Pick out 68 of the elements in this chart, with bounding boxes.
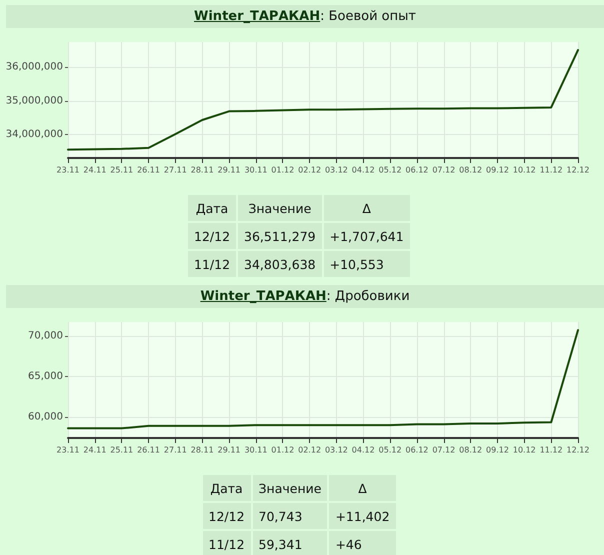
x-tick-label: 28.11 [190, 446, 214, 454]
text: Дата [202, 475, 251, 501]
text: 12/12 [202, 503, 251, 529]
x-tick-label: 02.12 [298, 446, 322, 454]
x-tick-label: 06.12 [405, 166, 428, 174]
x-tick-label: 11.12 [540, 446, 563, 454]
text: +1,707,641 [324, 223, 410, 249]
text: +10,553 [324, 251, 410, 277]
x-tick-label: 05.12 [378, 446, 402, 454]
x-tick-label: 05.12 [378, 166, 402, 174]
text: 11/12 [188, 251, 236, 277]
text: 36,511,279 [238, 223, 322, 249]
x-tick-label: 26.11 [137, 446, 160, 454]
x-tick-label: 04.12 [352, 446, 375, 454]
line-series [67, 329, 579, 430]
x-tick-label: 11.12 [540, 166, 563, 174]
x-tick-label: 03.12 [324, 446, 348, 454]
text: 70,743 [252, 503, 328, 529]
y-tick-label: 34,000,000 [6, 128, 63, 140]
x-tick-label: 25.11 [110, 446, 134, 454]
y-tick-label: 60,000 [28, 411, 63, 422]
x-tick-label: 10.12 [512, 166, 536, 174]
x-tick-label: 08.12 [459, 166, 482, 174]
text: +11,402 [329, 503, 396, 529]
x-tick-label: 30.11 [244, 446, 268, 454]
x-tick-label: 30.11 [244, 166, 268, 174]
x-tick-label: 07.12 [432, 166, 456, 174]
x-tick-label: 09.12 [486, 446, 509, 454]
x-tick-label: 28.11 [190, 166, 214, 174]
x-tick-label: 23.11 [56, 446, 80, 454]
x-tick-label: 06.12 [405, 446, 428, 454]
chart-title: Winter_ТАРАКАН: Дробовики [6, 285, 604, 308]
y-tick-label: 35,000,000 [6, 95, 63, 106]
x-tick-label: 29.11 [218, 446, 241, 454]
text: 11/12 [202, 531, 251, 555]
x-tick-label: 12.12 [566, 166, 590, 174]
x-tick-label: 08.12 [459, 446, 482, 454]
x-tick-label: 25.11 [110, 166, 134, 174]
x-tick-label: 09.12 [486, 166, 509, 174]
x-tick-label: 02.12 [298, 166, 322, 174]
x-tick-label: 10.12 [512, 446, 536, 454]
x-tick-label: 23.11 [56, 166, 80, 174]
x-tick-label: 26.11 [137, 166, 160, 174]
x-tick-label: 27.11 [164, 166, 187, 174]
x-tick-label: 27.11 [164, 446, 187, 454]
x-tick-label: 29.11 [218, 166, 241, 174]
x-tick-label: 04.12 [352, 166, 375, 174]
text: Дата [188, 195, 236, 221]
text: Δ [324, 195, 410, 221]
x-tick-label: 01.12 [271, 166, 294, 174]
x-tick-label: 12.12 [566, 446, 590, 454]
text: Δ [329, 475, 396, 501]
text: Значение [238, 195, 322, 221]
x-tick-label: 24.11 [83, 446, 106, 454]
y-tick-label: 36,000,000 [6, 62, 63, 73]
line-series [67, 49, 579, 151]
text: 59,341 [252, 531, 328, 555]
text: 34,803,638 [238, 251, 322, 277]
text: +46 [329, 531, 396, 555]
text: Значение [252, 475, 328, 501]
x-tick-label: 07.12 [432, 446, 456, 454]
text: 12/12 [188, 223, 236, 249]
chart-title: Winter_ТАРАКАН: Боевой опыт [6, 5, 604, 28]
x-tick-label: 03.12 [324, 166, 348, 174]
x-tick-label: 24.11 [83, 166, 106, 174]
x-tick-label: 01.12 [271, 446, 294, 454]
y-tick-label: 65,000 [28, 371, 63, 382]
y-tick-label: 70,000 [28, 330, 63, 342]
